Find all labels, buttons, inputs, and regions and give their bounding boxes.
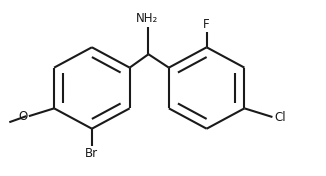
- Text: O: O: [18, 110, 27, 123]
- Text: Br: Br: [85, 147, 98, 160]
- Text: NH₂: NH₂: [136, 12, 158, 25]
- Text: F: F: [203, 18, 210, 31]
- Text: Cl: Cl: [274, 111, 286, 124]
